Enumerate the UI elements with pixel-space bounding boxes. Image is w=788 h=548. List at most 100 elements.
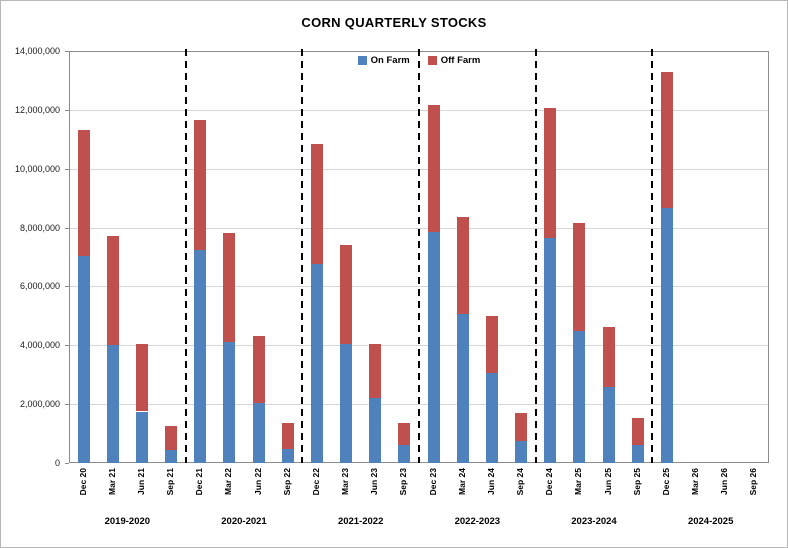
y-axis-label: 10,000,000 [14, 163, 60, 174]
y-axis-tick [65, 404, 69, 406]
bar-segment-off-farm [281, 422, 294, 449]
x-axis-label: Sep 24 [515, 468, 526, 496]
bar-segment-on-farm [398, 445, 411, 463]
x-axis-label: Jun 26 [719, 468, 730, 495]
bar-segment-off-farm [165, 426, 178, 450]
crop-year-label: 2020-2021 [221, 516, 267, 527]
y-axis-tick [65, 463, 69, 464]
x-axis-label: Sep 23 [398, 468, 409, 496]
crop-year-label: 2019-2020 [104, 516, 151, 527]
legend-label: On Farm [370, 55, 410, 66]
bar-segment-off-farm [544, 108, 557, 238]
bar-segment-off-farm [194, 120, 207, 250]
bar-segment-on-farm [544, 237, 557, 463]
x-axis-label: Jun 25 [602, 468, 613, 495]
y-axis-label: 2,000,000 [19, 399, 60, 410]
y-axis-tick [65, 51, 69, 52]
crop-year-label: 2021-2022 [337, 516, 384, 527]
bar-segment-off-farm [660, 71, 673, 208]
x-axis-label: Sep 26 [748, 468, 759, 496]
x-axis-label: Mar 26 [690, 468, 701, 495]
bar-segment-on-farm [135, 411, 148, 463]
bar-segment-off-farm [485, 315, 498, 374]
legend-swatch-icon [357, 56, 367, 65]
bar-segment-off-farm [340, 245, 353, 344]
x-axis-label: Sep 21 [165, 468, 176, 496]
bar-segment-on-farm [602, 387, 615, 463]
bar-segment-on-farm [573, 330, 586, 463]
x-axis-label: Sep 25 [631, 468, 642, 496]
bar-segment-off-farm [369, 343, 382, 399]
y-axis-label: 0 [54, 458, 60, 468]
x-axis-label: Dec 24 [544, 468, 555, 496]
bar-segment-on-farm [427, 231, 440, 463]
bar-segment-off-farm [427, 105, 440, 232]
x-axis-label: Jun 21 [135, 468, 146, 495]
crop-year-separator [301, 49, 304, 463]
bar-segment-on-farm [340, 343, 353, 463]
y-axis-label: 12,000,000 [14, 104, 60, 115]
bar-segment-on-farm [77, 255, 90, 463]
bar-segment-off-farm [602, 327, 615, 388]
x-axis-label: Jun 23 [369, 468, 380, 495]
bar-segment-off-farm [515, 412, 528, 441]
bar-segment-on-farm [106, 345, 119, 463]
crop-year-label: 2022-2023 [454, 516, 501, 527]
x-axis-label: Dec 21 [194, 468, 205, 496]
bar-segment-on-farm [194, 249, 207, 463]
bar-segment-on-farm [252, 402, 265, 463]
bar-segment-on-farm [310, 264, 323, 463]
y-axis-label: 8,000,000 [19, 222, 60, 233]
y-axis-tick [65, 286, 69, 288]
bar-segment-on-farm [456, 314, 469, 463]
bar-segment-off-farm [631, 417, 644, 446]
x-axis-label: Mar 22 [223, 468, 234, 495]
crop-year-separator [418, 49, 420, 463]
bar-segment-off-farm [456, 217, 469, 315]
bar-segment-off-farm [252, 336, 265, 403]
y-axis-tick [65, 345, 69, 347]
y-axis-label: 6,000,000 [19, 281, 60, 292]
bar-segment-off-farm [398, 422, 411, 446]
bar-segment-off-farm [77, 130, 90, 256]
x-axis-label: Mar 25 [573, 468, 584, 495]
legend-item: Off Farm [427, 55, 481, 66]
x-axis-label: Mar 24 [456, 468, 467, 495]
x-axis-label: Mar 23 [340, 468, 351, 495]
bar-segment-off-farm [223, 233, 236, 343]
bar-segment-on-farm [660, 207, 673, 463]
bar-segment-on-farm [515, 440, 528, 463]
bar-segment-on-farm [631, 445, 644, 463]
bar-segment-off-farm [573, 223, 586, 331]
legend-swatch-icon [427, 56, 437, 65]
bar-segment-off-farm [310, 143, 323, 265]
y-axis-label: 14,000,000 [14, 46, 60, 56]
y-axis-tick [65, 109, 69, 111]
x-axis-label: Mar 21 [106, 468, 117, 495]
bar-segment-on-farm [485, 373, 498, 463]
x-axis-label: Dec 20 [77, 468, 88, 496]
bar-segment-off-farm [135, 343, 148, 412]
x-axis-label: Sep 22 [281, 468, 292, 496]
crop-year-separator [534, 49, 537, 463]
bar-segment-on-farm [165, 449, 178, 463]
crop-year-separator [184, 49, 187, 463]
x-axis-label: Jun 22 [252, 468, 263, 495]
y-axis-label: 4,000,000 [19, 340, 60, 351]
crop-year-label: 2024-2025 [687, 516, 734, 527]
bar-segment-on-farm [281, 448, 294, 463]
x-axis-label: Dec 22 [310, 468, 321, 496]
legend-item: On Farm [357, 55, 410, 66]
crop-year-label: 2023-2024 [571, 516, 617, 527]
y-axis-tick [65, 227, 69, 229]
chart-title: CORN QUARTERLY STOCKS [301, 15, 487, 30]
bar-segment-on-farm [369, 398, 382, 463]
x-axis-label: Jun 24 [485, 468, 496, 495]
bar-segment-on-farm [223, 342, 236, 463]
legend: On Farm Off Farm [69, 55, 769, 66]
crop-year-separator [651, 49, 654, 463]
y-axis-tick [65, 168, 69, 170]
x-axis-label: Dec 23 [427, 468, 438, 496]
legend-label: Off Farm [440, 55, 481, 66]
